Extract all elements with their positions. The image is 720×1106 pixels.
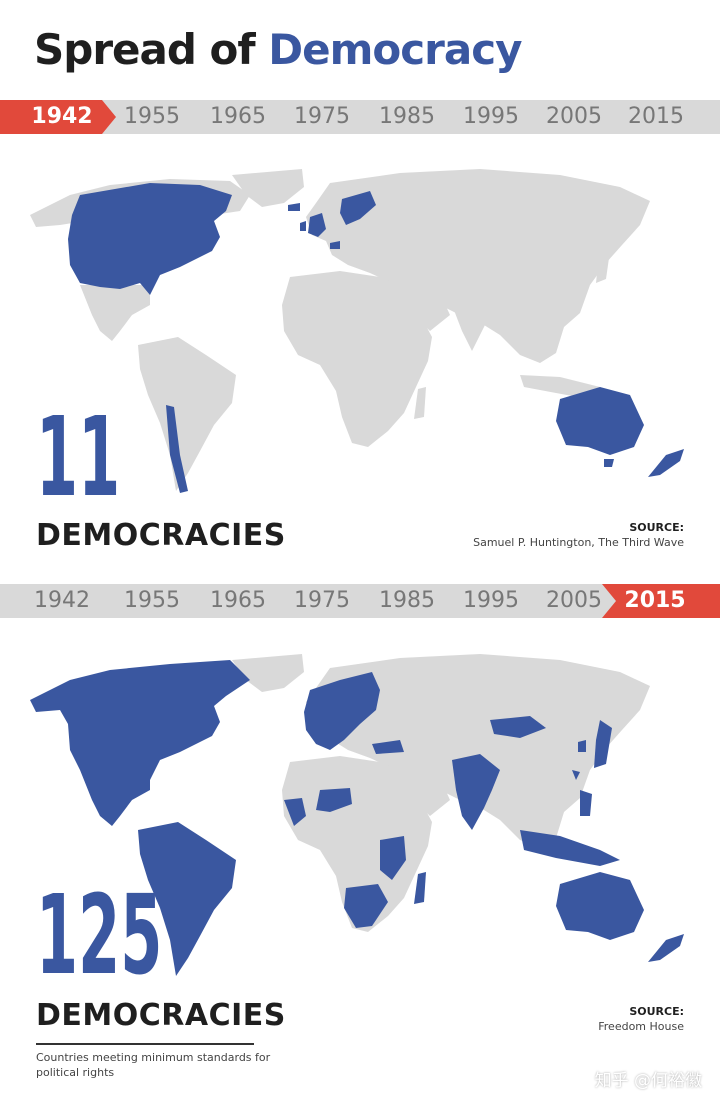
title-highlight: Democracy <box>268 25 522 74</box>
active-year-label: 1942 <box>31 104 93 129</box>
timeline-1942: 1942 1955 1965 1975 1985 1995 2005 2015 <box>0 100 720 134</box>
source-2015: SOURCE: Freedom House <box>598 1004 684 1034</box>
timeline-year: 1995 <box>463 104 519 129</box>
note-divider <box>36 1043 254 1045</box>
democracy-count-1942: 11 <box>36 393 121 521</box>
timeline-year: 1942 <box>34 588 90 613</box>
active-year-label: 2015 <box>624 588 686 613</box>
timeline-year: 2015 <box>628 104 684 129</box>
active-year-marker <box>602 584 720 618</box>
timeline-2015: 1942 1955 1965 1975 1985 1995 2005 2015 <box>0 584 720 618</box>
page-title: Spread of Democracy <box>34 22 523 78</box>
source-label: SOURCE: <box>629 521 684 534</box>
democracy-shapes-2015 <box>30 660 684 976</box>
democracy-count-2015: 125 <box>36 871 163 999</box>
timeline-year: 1955 <box>124 588 180 613</box>
timeline-year: 2005 <box>546 588 602 613</box>
source-text: Samuel P. Huntington, The Third Wave <box>473 536 684 549</box>
source-label: SOURCE: <box>629 1005 684 1018</box>
title-prefix: Spread of <box>34 25 269 74</box>
democracies-label-2015: DEMOCRACIES <box>36 998 286 1033</box>
timeline-year: 1965 <box>210 104 266 129</box>
timeline-year: 1985 <box>379 104 435 129</box>
world-map-1942 <box>30 169 684 493</box>
source-text: Freedom House <box>598 1020 684 1033</box>
timeline-year: 1965 <box>210 588 266 613</box>
active-year-marker <box>0 100 116 134</box>
democracies-label-1942: DEMOCRACIES <box>36 518 286 553</box>
footnote: Countries meeting minimum standards for … <box>36 1051 271 1079</box>
timeline-year: 1955 <box>124 104 180 129</box>
world-map-2015 <box>30 654 684 976</box>
source-1942: SOURCE: Samuel P. Huntington, The Third … <box>473 520 684 550</box>
timeline-year: 1975 <box>294 104 350 129</box>
democracy-shapes-1942 <box>68 183 684 493</box>
timeline-year: 2005 <box>546 104 602 129</box>
timeline-year: 1985 <box>379 588 435 613</box>
timeline-year: 1995 <box>463 588 519 613</box>
timeline-year: 1975 <box>294 588 350 613</box>
watermark: 知乎 @何裕徽 <box>594 1071 702 1091</box>
